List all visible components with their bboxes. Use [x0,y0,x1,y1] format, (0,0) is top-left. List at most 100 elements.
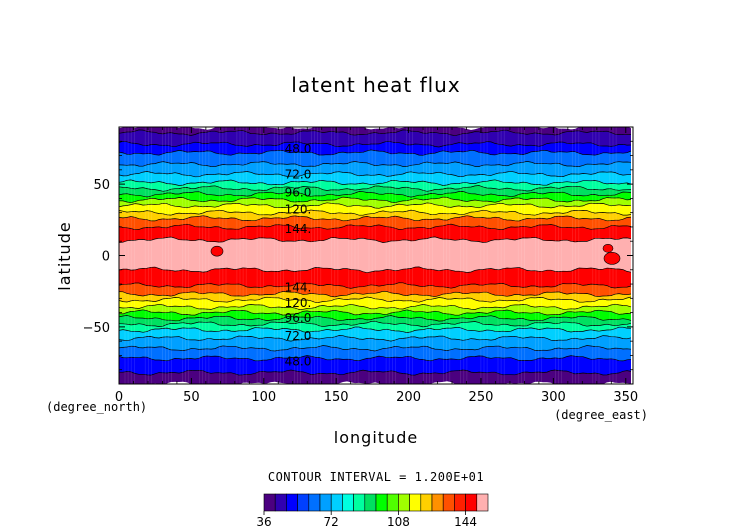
x-tick-label: 0 [115,390,123,405]
colorbar-swatch [431,493,444,512]
colorbar-swatch [375,493,388,512]
contour-band [119,129,631,147]
contour-band [119,370,631,384]
colorbar-tick-label: 144 [454,515,477,529]
y-tick-label: 0 [102,250,110,265]
contour-line [119,209,632,216]
contour-line [119,266,632,274]
contour-line [119,202,632,209]
x-tick-label: 250 [469,390,494,405]
contour-line [119,179,632,186]
contour-label: 96.0 [285,185,312,199]
contour-band [119,185,631,198]
chart-title: latent heat flux [291,73,460,97]
y-tick-label: −50 [83,321,110,336]
contour-line [119,290,632,298]
contour-label: 120. [285,203,312,217]
contour-line [119,315,632,322]
x-tick-label: 50 [183,390,200,405]
contour-line [119,320,632,328]
contour-band [119,179,631,192]
contour-line [119,191,632,198]
y-axis-ticks: 50 0 −50 [83,140,633,371]
contour-band [119,210,631,221]
contour-line [119,236,632,244]
colorbar-swatch [476,493,489,512]
contour-band [119,127,631,136]
contour-label: 144. [285,222,312,236]
contour-label: 72.0 [285,329,312,343]
x-tick-label: 350 [613,390,638,405]
contour-line [119,215,632,222]
colorbar-swatch [398,493,410,512]
contour-line [119,369,632,376]
y-tick-label: 50 [93,178,110,193]
contour-band [119,282,631,297]
colorbar-swatch [319,493,332,512]
contour-line [119,129,632,137]
x-tick-label: 100 [251,390,276,405]
contour-line [119,326,632,333]
contour-island [603,252,621,265]
x-tick-label: 200 [396,390,421,405]
colorbar-swatch [420,493,433,512]
colorbar-swatch [409,493,422,512]
contour-band [119,266,631,289]
contour-band [119,321,631,333]
contour-band [119,309,631,322]
contour-line [119,161,632,168]
y-unit-label: (degree_north) [46,400,147,414]
contour-band [119,345,631,361]
x-tick-label: 300 [541,390,566,405]
contour-line [119,185,632,192]
colorbar-swatch [442,493,455,512]
contour-line [119,149,632,156]
contour-line [119,345,632,352]
contour-bands [119,127,631,384]
colorbar-swatch [353,493,366,512]
contour-band [119,161,631,177]
contour-band [119,291,631,303]
contour-line [119,355,632,362]
contour-band [119,224,631,243]
contour-band [119,191,631,203]
x-unit-label: (degree_east) [554,408,648,422]
contour-island [210,245,224,257]
colorbar-swatch [308,493,321,512]
x-axis-label: longitude [334,428,418,447]
contour-line [119,303,632,310]
colorbar: 36 72 108 144 [256,493,489,529]
x-tick-label: 150 [324,390,349,405]
colorbar-swatch [286,493,298,512]
contour-lines [119,127,632,384]
colorbar-swatch [263,493,276,512]
contour-band [119,327,631,342]
colorbar-swatch [465,493,478,512]
contour-band [119,236,631,273]
colorbar-swatch [274,493,287,512]
contour-island [602,244,614,253]
colorbar-tick-label: 72 [324,515,339,529]
contour-label: 72.0 [285,168,312,182]
contour-interval-text: CONTOUR INTERVAL = 1.200E+01 [268,470,484,484]
contour-band [119,355,631,376]
contour-line [119,296,632,303]
contour-line [119,335,632,342]
x-axis-ticks: 0 50 100 150 200 250 300 350 [115,127,638,405]
contour-label: 144. [285,280,312,294]
colorbar-swatch [386,493,399,512]
contour-band [119,297,631,310]
contour-band [119,149,631,167]
colorbar-swatch [342,493,354,512]
colorbar-swatch [297,493,310,512]
colorbar-swatch [330,493,343,512]
contour-label: 120. [285,296,312,310]
y-axis-label: latitude [55,221,74,290]
contour-line [119,196,632,204]
contour-label: 48.0 [285,142,312,156]
colorbar-tick-label: 36 [256,515,271,529]
colorbar-swatch [364,493,377,512]
